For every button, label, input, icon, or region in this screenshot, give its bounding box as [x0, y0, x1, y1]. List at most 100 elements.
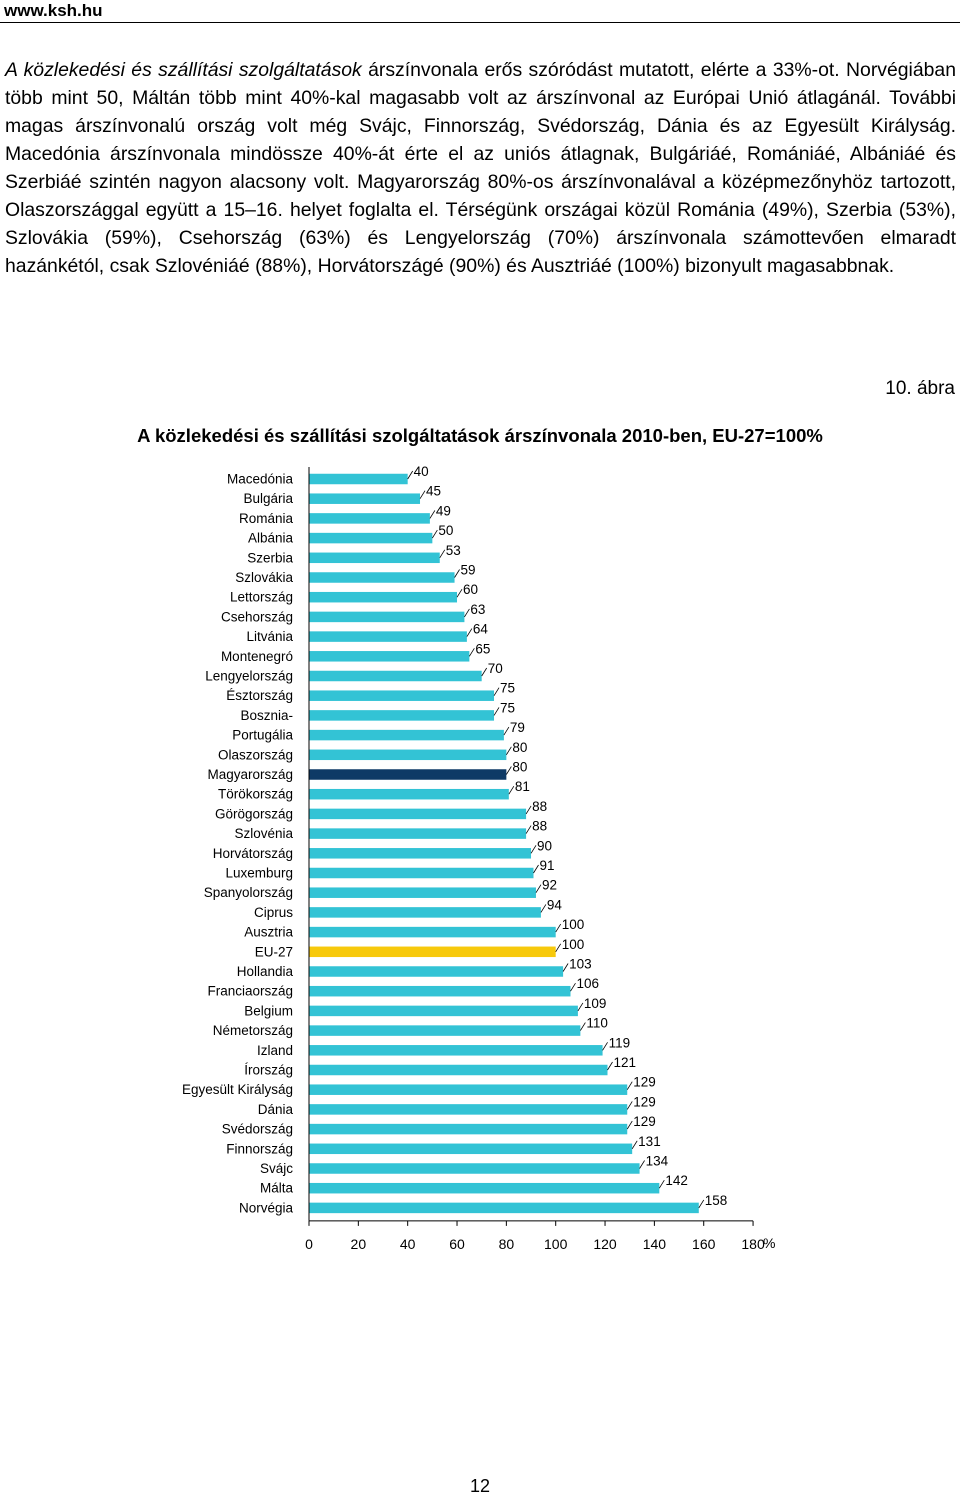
site-url[interactable]: www.ksh.hu: [4, 1, 103, 20]
x-tick-label: 80: [499, 1236, 515, 1252]
value-label: 50: [438, 523, 453, 538]
category-label: Spanyolország: [204, 885, 293, 900]
value-label: 63: [470, 602, 485, 617]
category-label: Írország: [244, 1063, 293, 1078]
value-leader-line: [626, 1120, 633, 1130]
value-label: 45: [426, 484, 441, 499]
paragraph-lead: A közlekedési és szállítási szolgáltatás…: [5, 59, 362, 81]
bar: [309, 1143, 633, 1155]
bar: [309, 985, 571, 997]
bar: [309, 946, 556, 958]
bar: [309, 1123, 628, 1135]
bar: [309, 1045, 603, 1056]
value-leader-line: [631, 1140, 638, 1150]
bar: [309, 1064, 608, 1076]
category-label: Ausztria: [244, 925, 293, 940]
bar: [309, 473, 408, 485]
value-label: 109: [584, 996, 607, 1011]
value-label: 49: [436, 503, 451, 518]
value-labels: 4045495053596063646570757579808081888890…: [407, 464, 728, 1209]
category-label: Horvátország: [213, 846, 293, 861]
category-label: Albánia: [248, 531, 294, 546]
x-tick-label: 20: [351, 1236, 367, 1252]
category-label: Norvégia: [239, 1200, 294, 1215]
value-label: 158: [705, 1193, 728, 1208]
category-label: Olaszország: [218, 747, 293, 762]
category-labels: Macedónia Bulgária Románia Albánia Szerbia Sz…: [182, 472, 294, 1216]
bar: [309, 651, 470, 662]
chart-title: A közlekedési és szállítási szolgáltatás…: [137, 425, 823, 446]
bar: [309, 591, 458, 603]
value-leader-line: [493, 687, 500, 696]
value-leader-line: [562, 963, 569, 972]
value-label: 142: [665, 1173, 688, 1188]
value-label: 70: [488, 661, 503, 676]
category-label: Egyesült Királyság: [182, 1082, 293, 1097]
body-paragraph: A közlekedési és szállítási szolgáltatás…: [5, 56, 956, 280]
category-label: Luxemburg: [225, 866, 293, 881]
category-label: Németország: [213, 1023, 293, 1038]
x-tick-label: 180: [741, 1236, 765, 1252]
value-leader-line: [456, 588, 463, 598]
value-leader-line: [555, 923, 562, 933]
bar: [309, 1104, 628, 1115]
bar: [309, 887, 536, 898]
x-tick-label: 40: [400, 1236, 416, 1252]
value-label: 100: [562, 917, 585, 932]
x-tick-label: 0: [305, 1236, 313, 1252]
value-leader-line: [639, 1160, 645, 1169]
value-leader-line: [535, 884, 542, 893]
bar: [309, 513, 430, 524]
value-label: 94: [547, 897, 563, 912]
value-label: 53: [446, 543, 461, 558]
value-leader-line: [503, 726, 510, 736]
category-label: Szerbia: [247, 550, 293, 565]
category-label: Csehország: [221, 609, 293, 624]
bar: [309, 1202, 699, 1214]
value-label: 75: [500, 681, 515, 696]
value-label: 121: [614, 1055, 637, 1070]
figure-label: 10. ábra: [885, 378, 955, 399]
category-label: Bulgária: [243, 491, 293, 506]
category-label: Szlovákia: [235, 570, 293, 585]
category-label: Románia: [239, 511, 294, 526]
x-unit-label: %: [763, 1235, 775, 1251]
bar: [309, 848, 532, 859]
category-label: Finnország: [226, 1141, 293, 1156]
category-label: Szlovénia: [234, 826, 293, 841]
value-leader-line: [570, 982, 576, 992]
bar: [309, 1025, 581, 1036]
value-leader-line: [602, 1042, 608, 1051]
value-label: 79: [510, 720, 525, 735]
value-leader-line: [607, 1061, 613, 1071]
category-label: Észtország: [226, 688, 293, 703]
x-tick-label: 100: [544, 1236, 568, 1252]
value-leader-line: [555, 943, 562, 953]
category-label: Svájc: [260, 1161, 293, 1176]
header-rule: [0, 22, 960, 23]
value-leader-line: [530, 845, 537, 854]
value-label: 110: [586, 1016, 608, 1031]
bar: [309, 729, 504, 741]
x-tick-label: 120: [593, 1236, 617, 1252]
category-label: Bosznia-: [240, 708, 293, 723]
bar-chart: Macedónia Bulgária Románia Albánia Szerbia Sz…: [182, 464, 776, 1252]
value-label: 90: [537, 838, 552, 853]
value-leader-line: [577, 1002, 584, 1012]
value-label: 40: [414, 464, 429, 479]
value-leader-line: [469, 648, 475, 657]
bars: [309, 473, 699, 1214]
value-leader-line: [464, 608, 470, 618]
bar: [309, 828, 527, 839]
value-label: 129: [633, 1094, 656, 1109]
value-label: 91: [539, 858, 554, 873]
value-label: 131: [638, 1134, 661, 1149]
bar: [309, 808, 527, 820]
bar: [309, 631, 467, 642]
value-label: 59: [461, 563, 476, 578]
value-leader-line: [533, 864, 539, 874]
value-label: 106: [577, 976, 600, 991]
category-label: Svédország: [222, 1122, 293, 1137]
value-leader-line: [626, 1081, 633, 1090]
bar: [309, 1163, 640, 1174]
